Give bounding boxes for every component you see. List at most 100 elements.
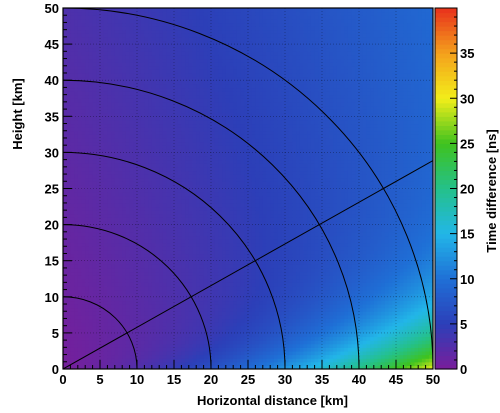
heatmap-cell bbox=[148, 275, 153, 280]
heatmap-cell bbox=[122, 145, 127, 150]
heatmap-cell bbox=[137, 170, 142, 175]
heatmap-cell bbox=[211, 112, 216, 117]
heatmap-cell bbox=[66, 130, 71, 135]
heatmap-cell bbox=[118, 257, 123, 262]
heatmap-cell bbox=[222, 163, 227, 168]
heatmap-cell bbox=[96, 235, 101, 240]
heatmap-cell bbox=[137, 137, 142, 143]
heatmap-cell bbox=[137, 40, 142, 45]
heatmap-cell bbox=[88, 307, 94, 312]
heatmap-cell bbox=[155, 358, 160, 363]
heatmap-cell bbox=[111, 105, 116, 110]
heatmap-cell bbox=[137, 94, 142, 99]
heatmap-cell bbox=[196, 166, 201, 172]
heatmap-cell bbox=[233, 36, 238, 42]
heatmap-cell bbox=[222, 314, 227, 320]
heatmap-cell bbox=[151, 184, 157, 190]
heatmap-cell bbox=[144, 206, 149, 211]
heatmap-cell bbox=[111, 311, 116, 316]
heatmap-cell bbox=[107, 119, 112, 125]
heatmap-cell bbox=[155, 58, 160, 63]
heatmap-cell bbox=[155, 11, 160, 16]
heatmap-cell bbox=[188, 275, 194, 280]
heatmap-cell bbox=[129, 220, 134, 226]
heatmap-cell bbox=[77, 123, 83, 128]
heatmap-cell bbox=[100, 141, 105, 146]
heatmap-cell bbox=[225, 8, 231, 13]
heatmap-cell bbox=[85, 336, 90, 341]
heatmap-cell bbox=[177, 336, 182, 341]
heatmap-cell bbox=[118, 58, 123, 63]
heatmap-cell bbox=[196, 202, 201, 208]
heatmap-cell bbox=[148, 22, 153, 27]
heatmap-cell bbox=[107, 206, 112, 211]
heatmap-cell bbox=[233, 278, 238, 283]
heatmap-cell bbox=[240, 264, 245, 269]
heatmap-cell bbox=[229, 231, 234, 237]
heatmap-cell bbox=[170, 58, 175, 63]
heatmap-cell bbox=[177, 54, 182, 60]
heatmap-cell bbox=[137, 22, 142, 27]
heatmap-cell bbox=[140, 166, 145, 172]
heatmap-cell bbox=[181, 267, 186, 273]
heatmap-cell bbox=[199, 54, 205, 60]
heatmap-cell bbox=[196, 224, 201, 229]
heatmap-cell bbox=[162, 22, 168, 27]
heatmap-cell bbox=[88, 365, 94, 369]
heatmap-cell bbox=[211, 91, 216, 96]
heatmap-cell bbox=[222, 156, 227, 161]
heatmap-cell bbox=[85, 72, 90, 78]
heatmap-cell bbox=[133, 36, 138, 42]
heatmap-cell bbox=[214, 361, 219, 366]
heatmap-cell bbox=[103, 206, 108, 211]
heatmap-cell bbox=[81, 347, 86, 352]
heatmap-cell bbox=[170, 156, 175, 161]
heatmap-cell bbox=[111, 80, 116, 85]
heatmap-cell bbox=[174, 213, 179, 218]
heatmap-cell bbox=[199, 343, 205, 348]
heatmap-cell bbox=[233, 69, 238, 74]
heatmap-cell bbox=[162, 267, 168, 273]
heatmap-cell bbox=[170, 257, 175, 262]
heatmap-cell bbox=[63, 249, 68, 255]
heatmap-cell bbox=[137, 44, 142, 49]
heatmap-cell bbox=[196, 69, 201, 74]
heatmap-cell bbox=[122, 322, 127, 327]
heatmap-cell bbox=[100, 285, 105, 291]
heatmap-cell bbox=[88, 354, 94, 359]
heatmap-cell bbox=[107, 300, 112, 305]
heatmap-cell bbox=[240, 249, 245, 255]
heatmap-cell bbox=[225, 192, 231, 197]
heatmap-cell bbox=[196, 318, 201, 323]
heatmap-cell bbox=[88, 76, 94, 81]
heatmap-cell bbox=[111, 235, 116, 240]
heatmap-cell bbox=[170, 134, 175, 139]
heatmap-cell bbox=[240, 267, 245, 273]
heatmap-cell bbox=[137, 199, 142, 204]
heatmap-cell bbox=[92, 217, 97, 222]
heatmap-cell bbox=[222, 318, 227, 323]
heatmap-cell bbox=[148, 137, 153, 143]
heatmap-cell bbox=[140, 65, 145, 70]
heatmap-cell bbox=[229, 340, 234, 345]
heatmap-cell bbox=[185, 36, 190, 42]
heatmap-cell bbox=[166, 217, 171, 222]
heatmap-cell bbox=[240, 289, 245, 294]
heatmap-cell bbox=[151, 170, 157, 175]
heatmap-cell bbox=[66, 249, 71, 255]
heatmap-cell bbox=[144, 340, 149, 345]
heatmap-cell bbox=[155, 239, 160, 244]
heatmap-cell bbox=[218, 336, 223, 341]
heatmap-cell bbox=[203, 152, 208, 157]
heatmap-cell bbox=[166, 318, 171, 323]
heatmap-cell bbox=[218, 325, 223, 330]
heatmap-cell bbox=[177, 253, 182, 258]
heatmap-cell bbox=[96, 343, 101, 348]
heatmap-cell bbox=[159, 62, 164, 67]
heatmap-cell bbox=[155, 304, 160, 309]
heatmap-cell bbox=[81, 206, 86, 211]
heatmap-cell bbox=[159, 83, 164, 89]
heatmap-cell bbox=[185, 304, 190, 309]
heatmap-cell bbox=[63, 72, 68, 78]
heatmap-cell bbox=[118, 246, 123, 251]
